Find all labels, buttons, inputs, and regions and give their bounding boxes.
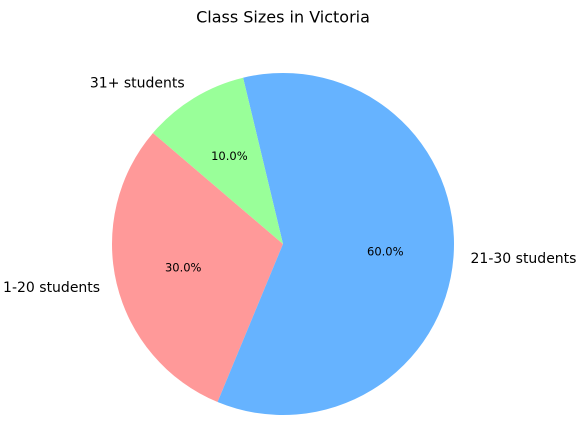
slice-label: 21-30 students	[471, 251, 577, 267]
slice-percent: 30.0%	[165, 260, 202, 274]
chart-title: Class Sizes in Victoria	[196, 8, 370, 27]
pie-slice	[111, 132, 283, 402]
pie-slice	[152, 77, 283, 244]
slice-percent: 60.0%	[367, 245, 404, 259]
slice-percent: 10.0%	[211, 149, 248, 163]
slice-label: 1-20 students	[3, 280, 100, 296]
slice-label: 31+ students	[90, 76, 185, 92]
pie-slice	[217, 73, 454, 416]
